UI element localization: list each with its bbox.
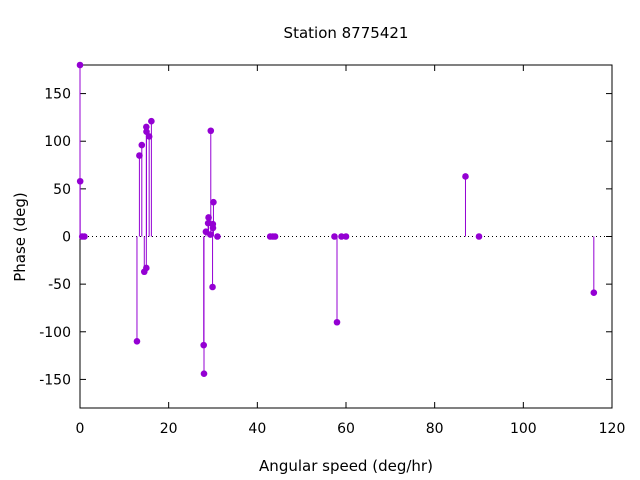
x-tick-label: 120 bbox=[599, 421, 626, 437]
y-axis: -150 -100 -50 0 50 100 150 bbox=[39, 87, 612, 388]
data-point bbox=[462, 173, 469, 180]
data-point bbox=[148, 117, 155, 125]
data-point bbox=[210, 198, 217, 206]
x-axis: 0 20 40 60 80 100 120 bbox=[76, 65, 626, 437]
data-point bbox=[200, 370, 208, 378]
chart-title: Station 8775421 bbox=[284, 24, 409, 42]
data-point bbox=[76, 61, 84, 69]
data-point bbox=[145, 133, 153, 140]
y-tick-label: -150 bbox=[39, 372, 71, 388]
data-point bbox=[81, 233, 88, 240]
x-tick-label: 80 bbox=[426, 421, 444, 437]
data-marks bbox=[76, 61, 598, 378]
data-point bbox=[133, 338, 141, 345]
data-point bbox=[76, 177, 84, 185]
data-point bbox=[207, 127, 215, 135]
data-point bbox=[333, 318, 341, 326]
x-tick-label: 20 bbox=[160, 421, 178, 437]
data-point bbox=[590, 289, 598, 297]
x-tick-label: 40 bbox=[248, 421, 266, 437]
data-point bbox=[138, 141, 146, 149]
y-tick-label: -100 bbox=[39, 325, 71, 341]
data-point bbox=[331, 233, 338, 240]
y-tick-label: 50 bbox=[53, 182, 71, 198]
x-axis-label: Angular speed (deg/hr) bbox=[259, 457, 433, 475]
y-tick-label: 0 bbox=[62, 230, 71, 246]
data-point bbox=[475, 233, 483, 240]
x-tick-label: 100 bbox=[510, 421, 537, 437]
data-point bbox=[271, 233, 279, 240]
y-axis-label: Phase (deg) bbox=[11, 192, 29, 282]
x-tick-label: 60 bbox=[337, 421, 355, 437]
data-point bbox=[143, 264, 150, 272]
y-tick-label: -50 bbox=[48, 277, 71, 293]
y-tick-label: 100 bbox=[44, 134, 71, 150]
data-point bbox=[214, 233, 221, 240]
data-point bbox=[338, 233, 345, 240]
data-point bbox=[205, 214, 212, 221]
x-tick-label: 0 bbox=[76, 421, 85, 437]
y-tick-label: 150 bbox=[44, 87, 71, 103]
data-point bbox=[143, 123, 150, 131]
data-point bbox=[136, 152, 143, 159]
data-point bbox=[209, 283, 216, 291]
data-point bbox=[342, 233, 350, 240]
